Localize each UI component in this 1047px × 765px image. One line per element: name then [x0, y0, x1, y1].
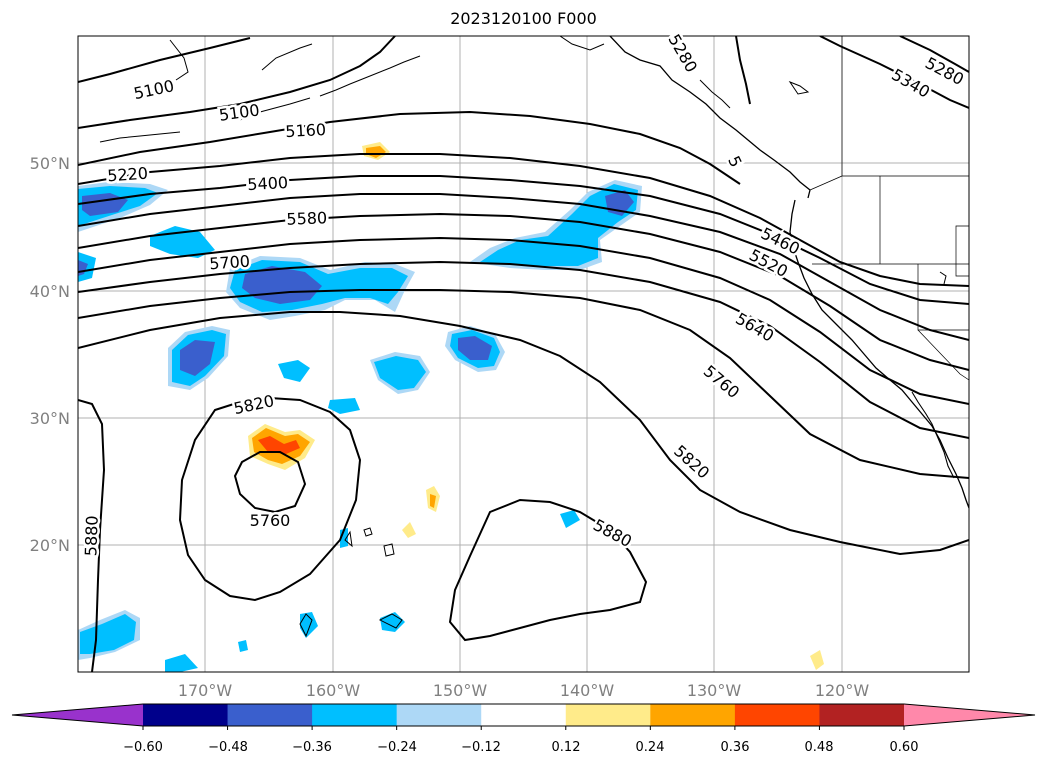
lon-tick: 170°W [178, 681, 233, 700]
colorbar-segment [143, 704, 229, 726]
colorbar-extend-high [904, 704, 1035, 726]
shaded-field [78, 142, 824, 672]
colorbar-tick: −0.12 [461, 740, 501, 755]
contour-label: 5700 [209, 252, 251, 274]
map-title: 2023120100 F000 [450, 9, 597, 28]
contour-label: 5580 [286, 208, 327, 228]
colorbar-tick: −0.36 [292, 740, 332, 755]
colorbar-segment [734, 704, 820, 726]
lat-tick: 50°N [30, 154, 70, 173]
contour-label: 5880 [81, 515, 101, 556]
height-contours [78, 36, 969, 672]
lon-tick: 120°W [815, 681, 870, 700]
contour-label: 5160 [285, 120, 327, 141]
contour-label: 5220 [107, 164, 149, 186]
lon-tick: 130°W [687, 681, 742, 700]
colorbar-segment [396, 704, 482, 726]
map-frame [77, 35, 970, 673]
lon-tick: 160°W [306, 681, 361, 700]
colorbar-tick: −0.24 [377, 740, 417, 755]
longitude-ticks: 170°W 160°W 150°W 140°W 130°W 120°W [178, 681, 870, 700]
lat-tick: 20°N [30, 536, 70, 555]
colorbar-tick: 0.48 [805, 740, 834, 755]
colorbar-tick: 0.12 [552, 740, 581, 755]
colorbar-segment [312, 704, 398, 726]
colorbar-tick: 0.60 [890, 740, 919, 755]
colorbar-segment [481, 704, 567, 726]
colorbar-tick: 0.36 [721, 740, 750, 755]
colorbar-ticks: −0.60 −0.48 −0.36 −0.24 −0.12 0.12 0.24 … [123, 740, 918, 755]
lat-tick: 40°N [30, 282, 70, 301]
colorbar-extend-low [12, 704, 143, 726]
colorbar-segment [227, 704, 313, 726]
colorbar-segment [650, 704, 736, 726]
latitude-ticks: 50°N 40°N 30°N 20°N [30, 154, 70, 555]
colorbar-segment [565, 704, 651, 726]
lon-tick: 150°W [433, 681, 488, 700]
colorbar [11, 703, 1036, 730]
contour-label: 5400 [247, 173, 289, 194]
colorbar-tick: −0.60 [123, 740, 163, 755]
lat-tick: 30°N [30, 409, 70, 428]
lon-tick: 140°W [560, 681, 615, 700]
contour-label: 5760 [250, 511, 291, 530]
colorbar-tick: 0.24 [636, 740, 665, 755]
colorbar-tick: −0.48 [208, 740, 248, 755]
colorbar-segment [819, 704, 905, 726]
coastlines [99, 36, 969, 638]
